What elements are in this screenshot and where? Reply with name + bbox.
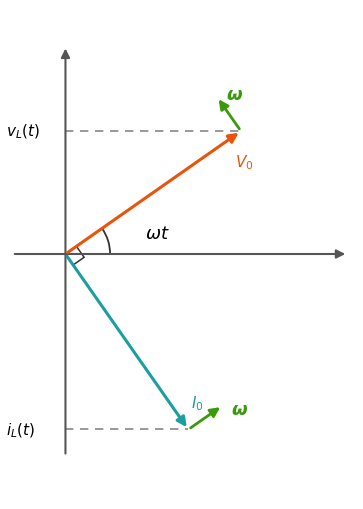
Text: $\omega t$: $\omega t$ bbox=[146, 224, 170, 242]
Text: $V_0$: $V_0$ bbox=[235, 153, 253, 172]
Text: $\boldsymbol{\omega}$: $\boldsymbol{\omega}$ bbox=[231, 400, 248, 418]
Text: $v_L(t)$: $v_L(t)$ bbox=[6, 123, 40, 141]
Text: $i_L(t)$: $i_L(t)$ bbox=[6, 420, 35, 439]
Text: $I_0$: $I_0$ bbox=[191, 393, 204, 412]
Text: $\boldsymbol{\omega}$: $\boldsymbol{\omega}$ bbox=[226, 86, 243, 104]
